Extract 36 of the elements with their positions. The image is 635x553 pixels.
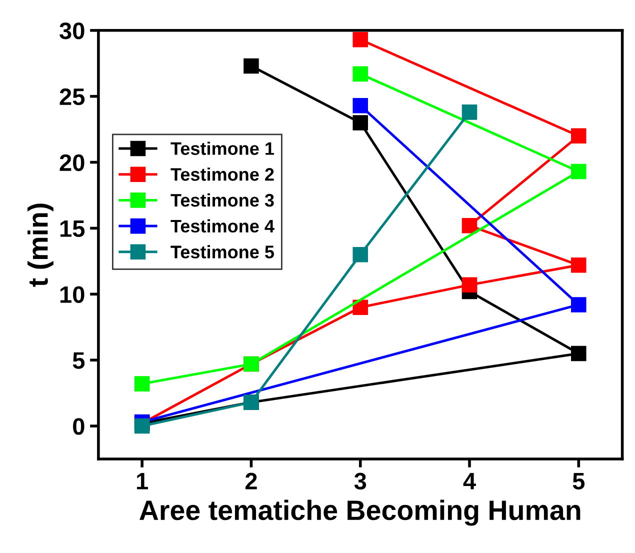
x-axis-title: Aree tematiche Becoming Human [140, 500, 580, 526]
point [571, 346, 586, 362]
point [352, 32, 368, 48]
y-axis-title: t (min) [28, 204, 54, 287]
point [134, 418, 150, 434]
y-tick-label: 10 [60, 286, 84, 303]
legend-label: Testimone 1 [170, 142, 274, 155]
y-tick-label: 15 [60, 220, 85, 238]
x-tick-label: 5 [572, 473, 585, 490]
y-tick-label: 0 [73, 418, 84, 435]
point [352, 98, 368, 114]
y-tick-label: 5 [72, 352, 85, 369]
legend-label: Testimone 3 [170, 193, 274, 207]
x-tick-label: 1 [137, 473, 148, 490]
legend-label: Testimone 4 [170, 219, 274, 233]
point [352, 246, 368, 262]
point [462, 218, 478, 234]
y-tick-label: 30 [60, 22, 84, 40]
point [352, 300, 368, 315]
point [571, 258, 586, 273]
x-tick-label: 4 [463, 473, 476, 490]
point [462, 277, 478, 293]
y-tick-label: 25 [60, 88, 85, 106]
y-tick-label: 20 [60, 154, 84, 172]
point [352, 115, 368, 130]
x-tick-label: 2 [245, 472, 257, 490]
point [571, 128, 586, 144]
legend-label: Testimone 5 [170, 245, 274, 258]
point [352, 66, 368, 82]
point [244, 58, 259, 74]
point [462, 104, 478, 120]
point [571, 297, 586, 312]
legend-label: Testimone 2 [170, 168, 274, 181]
point [134, 376, 150, 392]
point [571, 164, 586, 180]
x-tick-label: 3 [354, 472, 366, 490]
